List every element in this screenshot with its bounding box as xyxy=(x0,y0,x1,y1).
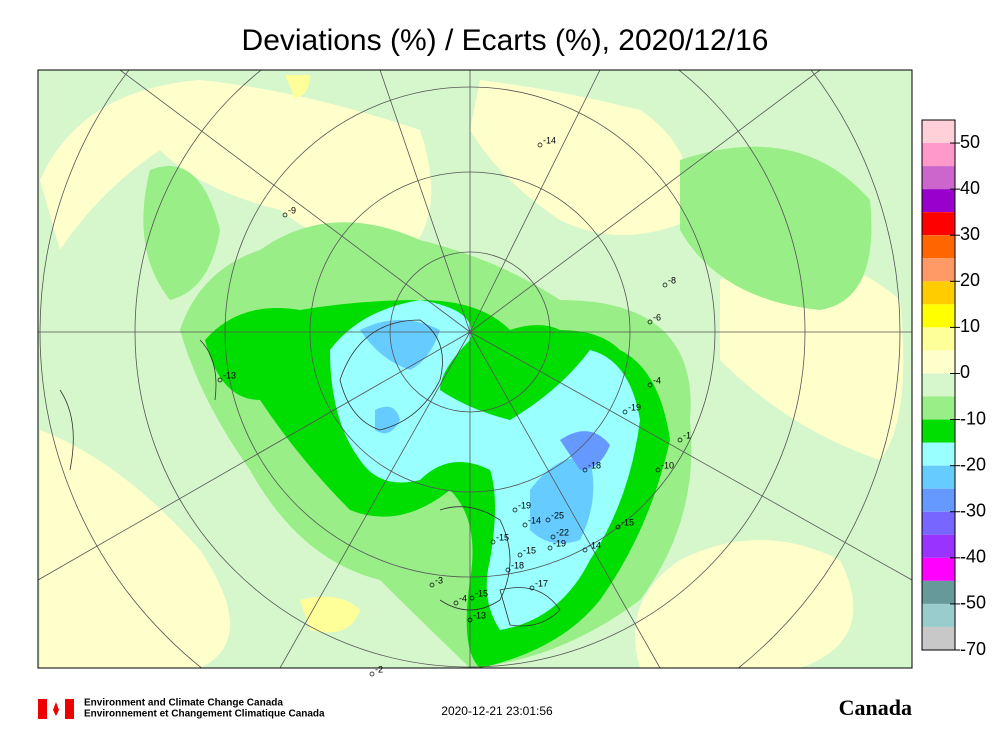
colorbar-label: -70 xyxy=(960,639,986,659)
station-marker xyxy=(467,617,473,623)
colorbar-segment xyxy=(922,327,955,351)
station-label: -15 xyxy=(621,517,634,527)
colorbar-label: 10 xyxy=(960,316,980,336)
colorbar-segment xyxy=(922,557,955,581)
station-marker xyxy=(547,545,553,551)
colorbar-label: 0 xyxy=(960,362,970,382)
flag-band xyxy=(38,699,47,719)
colorbar-segment xyxy=(922,442,955,466)
station-label: -10 xyxy=(661,460,674,470)
station-label: -14 xyxy=(543,135,556,145)
flag-leaf xyxy=(53,702,59,716)
station-label: -9 xyxy=(288,205,296,215)
station-label: -4 xyxy=(459,593,467,603)
agency-fr: Environnement et Changement Climatique C… xyxy=(84,709,325,720)
station-marker xyxy=(647,382,653,388)
colorbar-label: -50 xyxy=(960,593,986,613)
map xyxy=(38,70,912,668)
station-marker xyxy=(469,595,475,601)
station-label: -8 xyxy=(668,275,676,285)
station-marker xyxy=(490,539,496,545)
colorbar-segment xyxy=(922,396,955,420)
station-label: -18 xyxy=(588,460,601,470)
colorbar-segment xyxy=(922,212,955,236)
station-label: -15 xyxy=(523,545,536,555)
colorbar-frame xyxy=(921,119,956,651)
station-marker xyxy=(453,600,459,606)
colorbar-segment xyxy=(922,511,955,535)
station-label: -15 xyxy=(496,532,509,542)
station-marker xyxy=(537,142,543,148)
station-label: -19 xyxy=(518,500,531,510)
station-marker xyxy=(655,467,661,473)
station-marker xyxy=(429,582,435,588)
station-label: -1 xyxy=(683,430,691,440)
colorbar-label: 30 xyxy=(960,224,980,244)
colorbar-segment xyxy=(922,350,955,374)
station-label: -18 xyxy=(511,560,524,570)
station-marker xyxy=(615,524,621,530)
colorbar-label: -20 xyxy=(960,454,986,474)
station-label: -17 xyxy=(535,578,548,588)
colorbar-segment xyxy=(922,258,955,282)
colorbar-label: 20 xyxy=(960,270,980,290)
wordmark: Canada xyxy=(839,695,912,720)
colorbar-segment xyxy=(922,235,955,259)
colorbar-segment xyxy=(922,143,955,167)
colorbar-label: 50 xyxy=(960,132,980,152)
station-label: -13 xyxy=(223,370,236,380)
colorbar-segment xyxy=(922,419,955,443)
station-marker xyxy=(647,319,653,325)
station-marker xyxy=(522,522,528,528)
colorbar-segment xyxy=(922,580,955,604)
flag-band xyxy=(65,699,74,719)
station-label: -2 xyxy=(375,664,383,674)
station-marker xyxy=(622,409,628,415)
station-marker xyxy=(550,534,556,540)
station-label: -14 xyxy=(588,540,601,550)
station-label: -13 xyxy=(473,610,486,620)
colorbar-segment xyxy=(922,120,955,144)
colorbar-label: 40 xyxy=(960,178,980,198)
colorbar-segment xyxy=(922,626,955,650)
colorbar-segment xyxy=(922,304,955,328)
station-marker xyxy=(677,437,683,443)
station-marker xyxy=(369,671,375,677)
title: Deviations (%) / Ecarts (%), 2020/12/16 xyxy=(242,24,769,57)
station-label: -22 xyxy=(556,527,569,537)
station-label: -4 xyxy=(653,375,661,385)
station-label: -14 xyxy=(528,515,541,525)
station-marker xyxy=(545,517,551,523)
station-marker xyxy=(512,507,518,513)
station-marker xyxy=(505,567,511,573)
station-marker xyxy=(582,467,588,473)
station-label: -25 xyxy=(551,510,564,520)
colorbar-segment xyxy=(922,465,955,489)
colorbar-segment xyxy=(922,603,955,627)
station-marker xyxy=(582,547,588,553)
timestamp: 2020-12-21 23:01:56 xyxy=(441,704,553,718)
station-marker xyxy=(217,377,223,383)
colorbar-segment xyxy=(922,373,955,397)
colorbar-label: -40 xyxy=(960,547,986,567)
colorbar-segment xyxy=(922,189,955,213)
colorbar-segment xyxy=(922,488,955,512)
station-label: -3 xyxy=(435,575,443,585)
station-marker xyxy=(517,552,523,558)
station-label: -19 xyxy=(553,538,566,548)
colorbar-segment xyxy=(922,281,955,305)
station-marker xyxy=(282,212,288,218)
station-marker xyxy=(662,282,668,288)
agency-en: Environment and Climate Change Canada xyxy=(84,698,283,709)
station-label: -6 xyxy=(653,312,661,322)
station-label: -19 xyxy=(628,402,641,412)
colorbar-segment xyxy=(922,534,955,558)
colorbar-label: -30 xyxy=(960,500,986,520)
map-frame xyxy=(37,69,913,669)
station-marker xyxy=(529,585,535,591)
station-label: -15 xyxy=(475,588,488,598)
colorbar-segment xyxy=(922,166,955,190)
colorbar-label: -10 xyxy=(960,408,986,428)
